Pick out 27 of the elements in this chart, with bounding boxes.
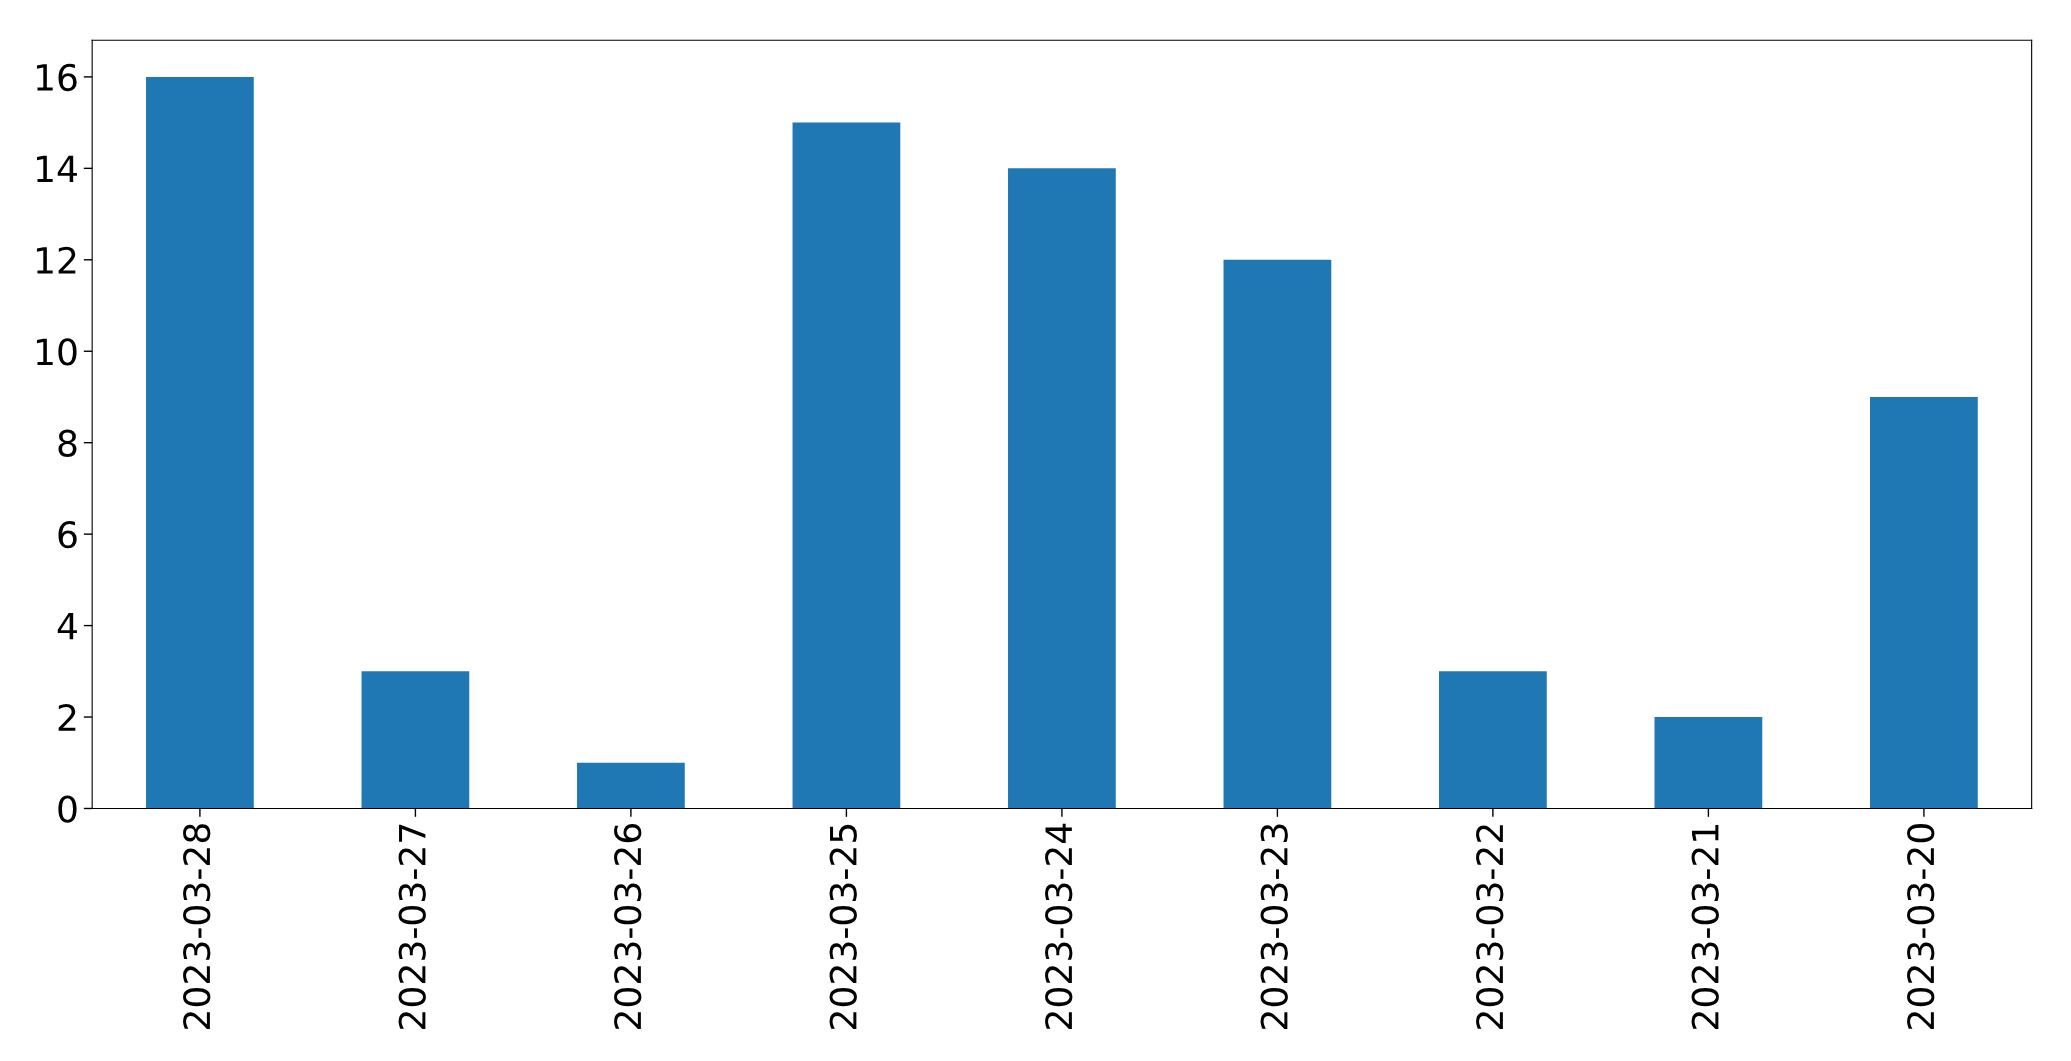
x-tick-label: 2023-03-27 bbox=[398, 824, 426, 1029]
bar bbox=[792, 122, 901, 809]
x-tick-label: 2023-03-28 bbox=[183, 824, 211, 1029]
bar bbox=[146, 76, 254, 809]
x-tick-label: 2023-03-22 bbox=[1476, 825, 1504, 1029]
bar bbox=[1223, 259, 1332, 809]
bar bbox=[1008, 168, 1116, 809]
x-tick-label: 2023-03-21 bbox=[1691, 825, 1719, 1029]
x-tick-label: 2023-03-25 bbox=[829, 824, 857, 1029]
y-tick-label: 2 bbox=[58, 703, 76, 731]
bar bbox=[1439, 671, 1547, 809]
y-tick-label: 10 bbox=[36, 338, 77, 366]
y-tick-label: 6 bbox=[58, 521, 77, 549]
x-tick-label: 2023-03-20 bbox=[1907, 824, 1935, 1029]
y-tick-label: 14 bbox=[36, 155, 77, 183]
bar bbox=[361, 671, 470, 809]
x-tick-label: 2023-03-26 bbox=[614, 823, 642, 1029]
y-tick-label: 8 bbox=[58, 429, 77, 457]
y-tick-label: 4 bbox=[57, 612, 77, 640]
y-tick-label: 16 bbox=[36, 63, 77, 92]
y-tick-label: 12 bbox=[36, 246, 76, 274]
bar bbox=[1870, 396, 1978, 809]
x-tick-label: 2023-03-23 bbox=[1260, 824, 1288, 1029]
bar bbox=[1654, 717, 1763, 809]
x-tick-label: 2023-03-24 bbox=[1045, 823, 1073, 1029]
y-tick-label: 0 bbox=[58, 795, 77, 823]
bar bbox=[577, 762, 685, 809]
